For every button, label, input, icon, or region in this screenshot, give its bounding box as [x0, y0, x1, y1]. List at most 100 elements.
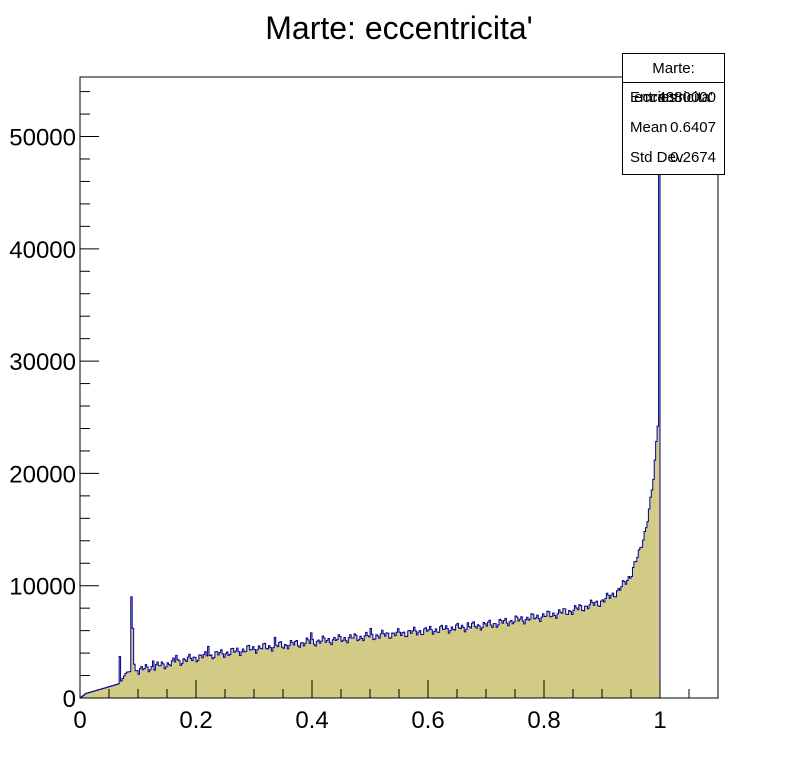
- histogram-bin: [139, 668, 142, 698]
- histogram-bin: [590, 600, 593, 698]
- histogram-bin: [352, 638, 355, 698]
- histogram-bin: [509, 621, 511, 698]
- histogram-bin: [232, 648, 234, 698]
- histogram-bin: [412, 630, 414, 698]
- histogram-bin: [649, 497, 652, 698]
- histogram-bin: [339, 636, 342, 698]
- histogram-bin: [248, 645, 250, 698]
- histogram-bin: [396, 632, 398, 698]
- histogram-bin: [110, 686, 113, 698]
- histogram-bin: [545, 616, 548, 698]
- histogram-bin: [600, 601, 603, 698]
- histogram-bin: [646, 521, 649, 698]
- histogram-bin: [200, 655, 203, 698]
- histogram-bin: [274, 637, 277, 698]
- histogram-bin: [161, 661, 163, 698]
- histogram-bin: [580, 605, 582, 698]
- histogram-bin: [510, 620, 513, 698]
- histogram-bin: [117, 683, 120, 698]
- histogram-bin: [220, 649, 223, 698]
- histogram-bin: [496, 627, 498, 698]
- histogram-bin: [471, 623, 474, 698]
- histogram-bin: [449, 630, 452, 698]
- histogram-bin: [596, 601, 598, 698]
- histogram-bin: [312, 639, 314, 698]
- histogram-bin: [313, 644, 316, 698]
- histogram-bin: [261, 648, 263, 698]
- histogram-bin: [119, 656, 121, 698]
- histogram-bin: [109, 686, 111, 698]
- histogram-bin: [319, 643, 321, 698]
- histogram-bin: [136, 670, 139, 698]
- histogram-bin: [297, 645, 300, 698]
- histogram-bin: [487, 622, 490, 698]
- histogram-bin: [533, 618, 536, 698]
- histogram-bin: [330, 644, 333, 698]
- y-tick-label: 30000: [9, 349, 76, 376]
- histogram-bin: [462, 627, 465, 698]
- stats-label-stddev: Std Dev: [630, 149, 684, 166]
- histogram-bin: [542, 613, 545, 698]
- histogram-bin: [268, 645, 271, 698]
- histogram-bin: [391, 632, 394, 698]
- stats-label-entries: Entries: [630, 89, 677, 106]
- histogram-bin: [517, 620, 520, 698]
- histogram-bin: [655, 441, 658, 698]
- histogram-bin: [343, 637, 346, 698]
- histogram-bin: [122, 678, 124, 698]
- histogram-bin: [341, 641, 343, 698]
- histogram-bin: [554, 615, 556, 698]
- histogram-bin: [307, 639, 310, 698]
- histogram-bin: [484, 623, 487, 698]
- histogram-bin: [322, 636, 324, 698]
- histogram-bin: [477, 624, 480, 698]
- histogram-bin: [272, 647, 275, 698]
- histogram-bin: [256, 649, 259, 698]
- histogram-bars: [80, 114, 661, 699]
- histogram-bin: [211, 658, 214, 698]
- histogram-bin: [530, 613, 533, 698]
- histogram-bin: [338, 634, 340, 698]
- histogram-bin: [310, 632, 313, 698]
- histogram-bin: [581, 610, 584, 698]
- histogram-bin: [520, 616, 523, 698]
- histogram-bin: [190, 658, 192, 698]
- histogram-bin: [522, 620, 524, 698]
- histogram-bin: [188, 654, 191, 698]
- histogram-bin: [148, 671, 150, 698]
- histogram-bin: [483, 622, 485, 698]
- histogram-bin: [251, 649, 253, 698]
- histogram-bin: [198, 654, 201, 698]
- histogram-bin: [123, 676, 126, 698]
- y-tick-label: 0: [63, 686, 76, 713]
- histogram-bin: [401, 632, 404, 698]
- histogram-bin: [428, 629, 430, 698]
- histogram-bin: [290, 640, 292, 698]
- stats-value-mean: 0.6407: [670, 119, 716, 136]
- histogram-bin: [149, 669, 152, 698]
- histogram-bin: [467, 622, 469, 698]
- histogram-bin: [546, 611, 549, 698]
- histogram-bin: [486, 625, 488, 698]
- histogram-bin: [97, 689, 100, 698]
- histogram-bin: [578, 604, 581, 698]
- histogram-bin: [281, 647, 284, 698]
- histogram-bin: [468, 626, 471, 698]
- histogram-bin: [111, 685, 114, 698]
- histogram-bin: [329, 642, 332, 698]
- histogram-bin: [254, 649, 256, 698]
- histogram-bin: [651, 489, 654, 698]
- histogram-bin: [317, 640, 320, 698]
- histogram-bin: [93, 691, 95, 698]
- histogram-bin: [519, 619, 522, 698]
- histogram-bin: [588, 604, 591, 698]
- histogram-bin: [480, 630, 482, 698]
- histogram-bin: [414, 630, 417, 698]
- histogram-bin: [516, 617, 519, 698]
- histogram-bin: [438, 632, 440, 698]
- histogram-bin: [374, 639, 377, 698]
- histogram-bin: [130, 596, 133, 698]
- histogram-bin: [127, 671, 130, 698]
- histogram-bin: [446, 628, 449, 698]
- histogram-bin: [346, 642, 349, 698]
